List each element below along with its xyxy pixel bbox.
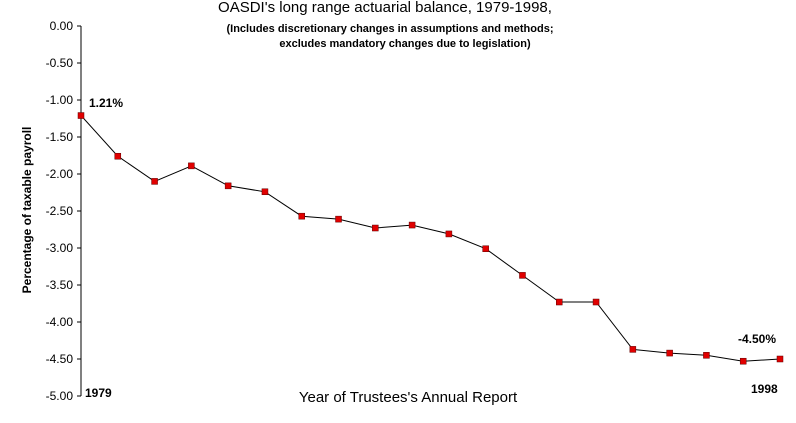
y-tick-label: 0.00 — [50, 19, 74, 33]
data-point-marker — [592, 298, 600, 306]
y-tick-label: -1.50 — [46, 130, 74, 144]
data-point-marker — [666, 349, 673, 357]
data-point-marker — [188, 162, 195, 170]
y-tick-label: -1.00 — [46, 93, 74, 107]
y-tick-label: -5.00 — [46, 389, 74, 403]
data-point-marker — [556, 298, 563, 306]
annotation-first-value: 1.21% — [89, 96, 123, 110]
y-tick-label: -3.50 — [46, 278, 74, 292]
x-tick-label-first: 1979 — [85, 386, 112, 400]
data-point-marker — [482, 245, 489, 252]
chart-subtitle-line-2: excludes mandatory changes due to legisl… — [279, 38, 531, 50]
data-point-marker — [776, 355, 784, 363]
data-point-marker — [335, 215, 342, 223]
series-markers — [77, 112, 784, 365]
y-axis-ticks: 0.00 -0.50 -1.00 -1.50 -2.00 -2.50 -3.00 -3.50 -… — [46, 19, 81, 403]
data-point-marker — [77, 112, 85, 119]
x-tick-label-last: 1998 — [751, 382, 778, 396]
data-point-marker — [261, 188, 269, 196]
y-tick-label: -2.50 — [46, 204, 74, 218]
chart-subtitle-line-1: (Includes discretionary changes in assum… — [226, 23, 553, 35]
data-point-marker — [739, 357, 747, 365]
data-point-marker — [519, 272, 526, 279]
data-point-marker — [114, 152, 122, 160]
data-point-marker — [372, 224, 379, 232]
series-line — [80, 115, 781, 362]
y-axis-label: Percentage of taxable payroll — [20, 127, 34, 294]
data-point-marker — [703, 352, 710, 359]
data-point-marker — [445, 230, 453, 238]
data-point-marker — [408, 221, 416, 229]
data-point-marker — [151, 178, 158, 185]
y-tick-label: -4.00 — [46, 315, 74, 329]
x-axis-label: Year of Trustees's Annual Report — [299, 389, 518, 406]
y-tick-label: -2.00 — [46, 167, 74, 181]
annotation-last-value: -4.50% — [738, 332, 776, 346]
data-point-marker — [224, 182, 232, 190]
y-tick-label: -0.50 — [46, 56, 74, 70]
y-tick-label: -3.00 — [46, 241, 74, 255]
y-tick-label: -4.50 — [46, 352, 74, 366]
chart-title: OASDI's long range actuarial balance, 19… — [218, 0, 552, 16]
data-point-marker — [298, 212, 305, 220]
data-point-marker — [629, 346, 637, 353]
